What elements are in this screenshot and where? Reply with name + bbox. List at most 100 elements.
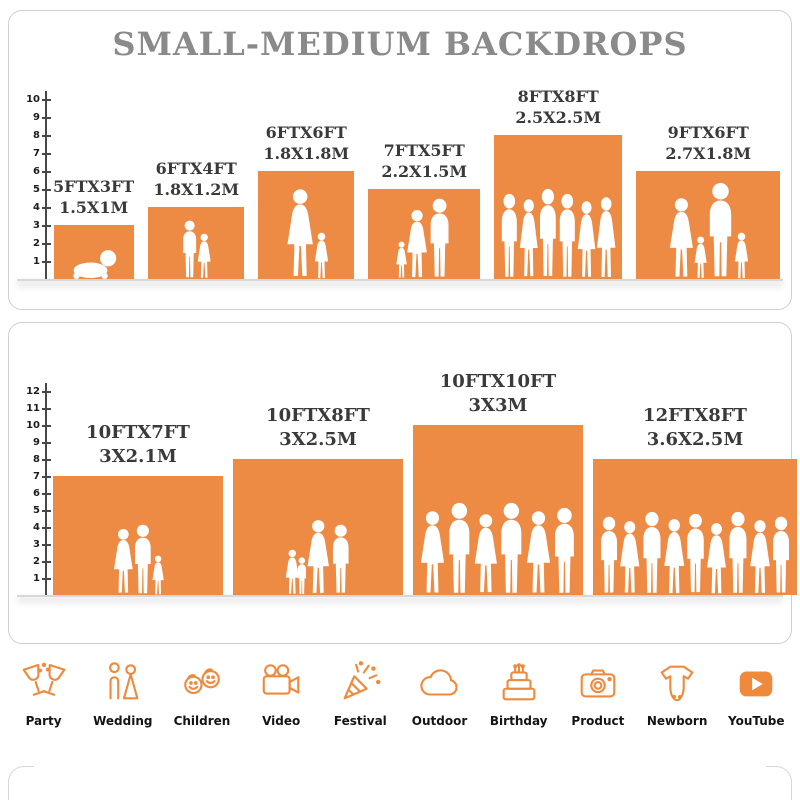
girl-silhouette-icon xyxy=(314,232,329,278)
size-ft-label: 12FTX8FT xyxy=(643,405,747,427)
ruler-tick: 5 xyxy=(24,505,51,516)
tick-mark xyxy=(42,458,51,461)
woman-silhouette-icon xyxy=(287,189,313,277)
ruler-tick: 4 xyxy=(24,522,51,533)
stage: 1 2 3 4 5 6 7 8 9 10 5FTX3FT 1.5X1M 6FTX4FT 1.8X1.2M… xyxy=(19,87,781,279)
backdrop-group: 6FTX4FT 1.8X1.2M xyxy=(148,159,245,279)
ruler-tick: 7 xyxy=(24,471,51,482)
baby-silhouette-icon xyxy=(73,249,117,279)
ruler-number: 1 xyxy=(33,256,40,267)
category-product: Product xyxy=(561,660,635,728)
ruler-tick: 2 xyxy=(24,238,51,249)
girl-silhouette-icon xyxy=(285,549,299,594)
backdrop-size-label: 10FTX10FT 3X3M xyxy=(440,370,556,417)
woman-silhouette-icon xyxy=(596,196,616,277)
ruler-number: 12 xyxy=(26,386,40,397)
tick-mark xyxy=(42,543,51,546)
backdrop-group: 10FTX8FT 3X2.5M xyxy=(233,404,403,595)
ruler-tick: 4 xyxy=(24,202,51,213)
category-video: Video xyxy=(244,660,318,728)
size-m-label: 1.8X1.2M xyxy=(153,180,240,200)
ruler-tick: 10 xyxy=(24,94,51,105)
ruler-tick: 3 xyxy=(24,539,51,550)
backdrop-group: 7FTX5FT 2.2X1.5M xyxy=(368,141,481,279)
boy-silhouette-icon xyxy=(183,220,197,278)
size-m-label: 3X2.5M xyxy=(279,428,357,450)
man-silhouette-icon xyxy=(135,524,152,593)
ruler-number: 8 xyxy=(33,454,40,465)
ruler-number: 8 xyxy=(33,130,40,141)
size-ft-label: 6FTX6FT xyxy=(265,123,347,143)
category-outdoor: Outdoor xyxy=(403,660,477,728)
woman-silhouette-icon xyxy=(663,518,684,593)
tick-mark xyxy=(42,242,51,245)
category-label: Festival xyxy=(333,714,387,728)
size-m-label: 1.8X1.8M xyxy=(263,144,350,164)
ruler-tick: 8 xyxy=(24,130,51,141)
category-label: Video xyxy=(262,714,301,728)
tick-mark xyxy=(42,260,51,263)
backdrop-size-label: 9FTX6FT 2.7X1.8M xyxy=(665,123,751,165)
ruler-number: 2 xyxy=(33,238,40,249)
size-ft-label: 5FTX3FT xyxy=(53,177,135,197)
man-silhouette-icon xyxy=(540,189,557,277)
ruler-number: 4 xyxy=(33,202,40,213)
ruler-number: 4 xyxy=(33,522,40,533)
category-label: YouTube xyxy=(728,714,785,728)
category-party: Party xyxy=(7,660,81,728)
decorative-corner-left xyxy=(8,766,34,800)
size-ft-label: 10FTX10FT xyxy=(439,371,557,393)
ruler-number: 3 xyxy=(33,539,40,550)
man-silhouette-icon xyxy=(332,525,349,593)
ruler-tick: 7 xyxy=(24,148,51,159)
tick-mark xyxy=(42,441,51,444)
tick-mark xyxy=(42,407,51,410)
category-children: Children xyxy=(165,660,239,728)
girl-silhouette-icon xyxy=(197,233,211,278)
party-icon xyxy=(22,662,66,696)
category-label: Newborn xyxy=(646,714,708,728)
ruler-tick: 9 xyxy=(24,112,51,123)
backdrop-group: 5FTX3FT 1.5X1M xyxy=(53,177,134,279)
category-row: Party Wedding Children Video Festival Outdoor… xyxy=(4,660,796,728)
tick-mark xyxy=(42,509,51,512)
girl-silhouette-icon xyxy=(735,232,749,278)
size-m-label: 1.5X1M xyxy=(59,198,129,218)
boy-silhouette-icon xyxy=(298,557,307,594)
ruler-number: 2 xyxy=(33,556,40,567)
size-ft-label: 6FTX4FT xyxy=(155,159,237,179)
category-label: Wedding xyxy=(93,714,153,728)
woman-silhouette-icon xyxy=(577,201,596,277)
backdrop-group: 8FTX8FT 2.5X2.5M xyxy=(494,87,623,279)
man-silhouette-icon xyxy=(430,198,449,277)
backdrop-box xyxy=(413,425,583,595)
small-medium-panel: SMALL-MEDIUM BACKDROPS 1 2 3 4 5 6 7 8 9 10 5FTX3… xyxy=(8,10,792,310)
man-silhouette-icon xyxy=(772,516,789,593)
man-silhouette-icon xyxy=(729,511,747,593)
size-ft-label: 7FTX5FT xyxy=(383,141,465,161)
backdrop-group: 10FTX7FT 3X2.1M xyxy=(53,421,223,595)
backdrop-box xyxy=(258,171,355,279)
backdrop-box xyxy=(233,459,403,595)
tick-mark xyxy=(42,526,51,529)
backdrop-row: 5FTX3FT 1.5X1M 6FTX4FT 1.8X1.2M 6FTX6FT 1.8X1… xyxy=(53,87,781,279)
tick-mark xyxy=(42,206,51,209)
girl-silhouette-icon xyxy=(396,241,407,278)
ruler-number: 9 xyxy=(33,437,40,448)
woman-silhouette-icon xyxy=(527,511,551,593)
backdrop-size-label: 10FTX8FT 3X2.5M xyxy=(266,404,370,451)
man-silhouette-icon xyxy=(501,502,522,593)
woman-silhouette-icon xyxy=(420,511,445,593)
medium-large-panel: 1 2 3 4 5 6 7 8 9 10 11 12 10FTX7FT 3X2.1M 10FTX8FT 3X… xyxy=(8,322,797,644)
ruler-tick: 11 xyxy=(24,403,51,414)
backdrop-box xyxy=(368,189,481,279)
height-ruler: 1 2 3 4 5 6 7 8 9 10 11 12 xyxy=(19,383,51,595)
tick-mark xyxy=(42,134,51,137)
floor-line xyxy=(17,595,783,597)
size-m-label: 2.5X2.5M xyxy=(515,108,602,128)
backdrop-box xyxy=(636,171,781,279)
category-newborn: Newborn xyxy=(640,660,714,728)
size-ft-label: 10FTX7FT xyxy=(86,422,190,444)
size-ft-label: 9FTX6FT xyxy=(667,123,749,143)
backdrop-size-label: 10FTX7FT 3X2.1M xyxy=(86,421,190,468)
